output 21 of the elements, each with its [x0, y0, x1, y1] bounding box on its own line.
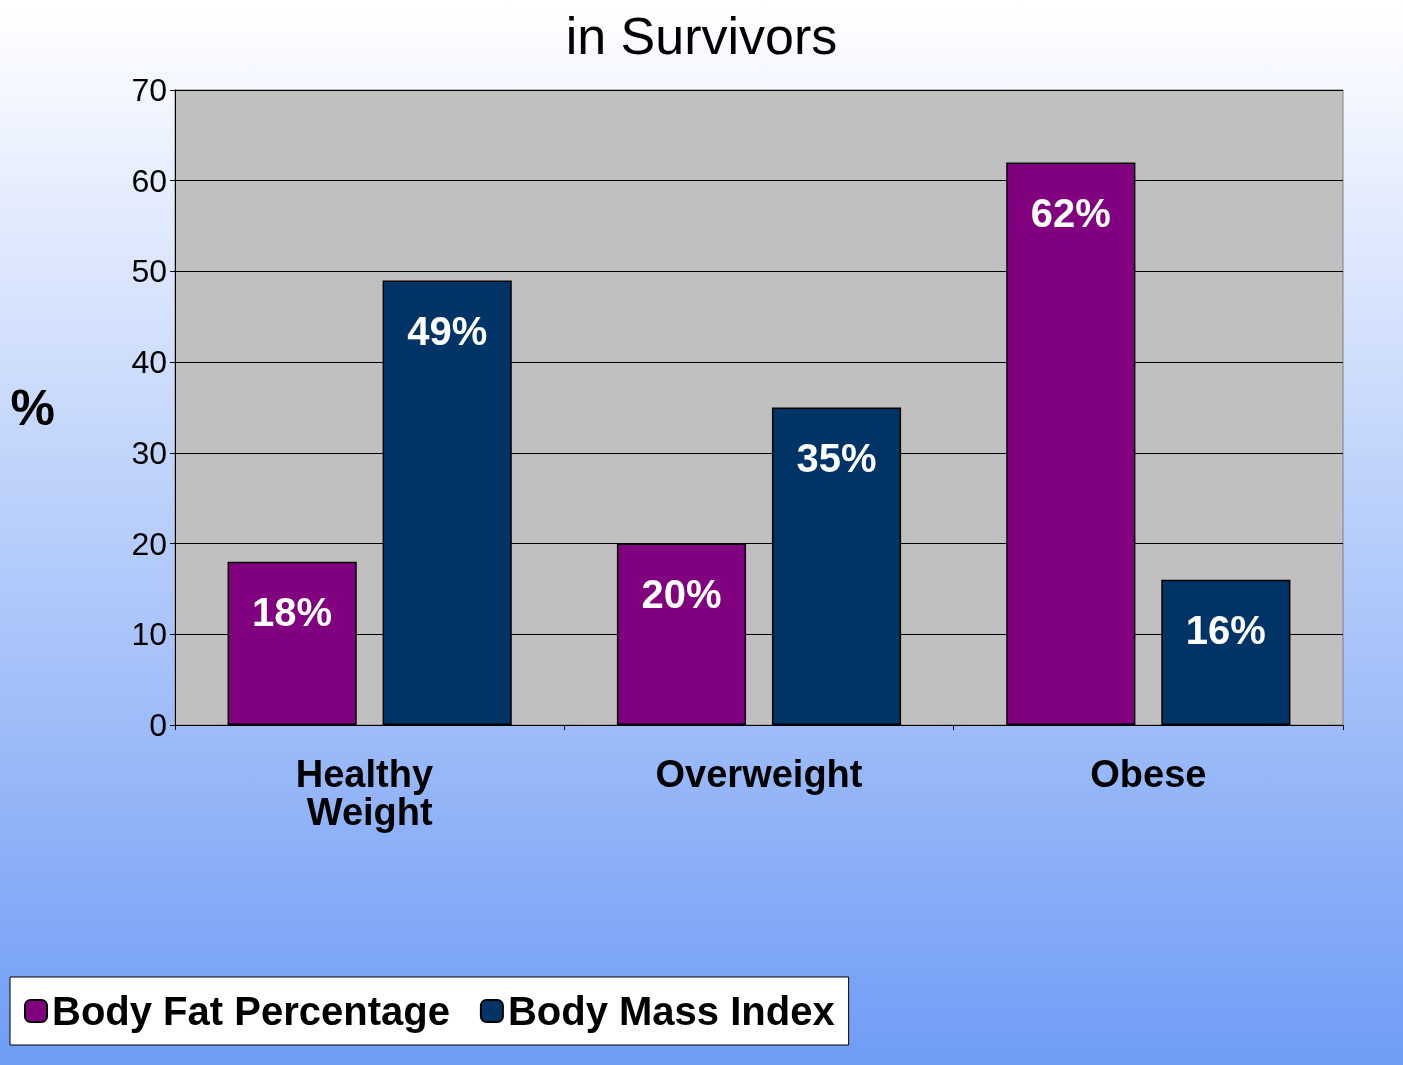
data-label: 49%	[407, 308, 488, 353]
chart-title: in Survivors	[565, 7, 838, 65]
data-label: 62%	[1030, 190, 1111, 235]
legend-label: Body Mass Index	[507, 989, 835, 1033]
y-tick-label: 20	[131, 525, 167, 562]
y-tick-label: 70	[131, 72, 167, 108]
x-tick-label: Healthy Weight	[295, 753, 444, 833]
x-tick-label: Obese	[1090, 753, 1207, 795]
y-tick-label: 40	[131, 344, 167, 381]
data-label: 20%	[641, 571, 722, 616]
y-tick-label: 0	[149, 707, 167, 743]
y-axis-title: %	[10, 379, 55, 436]
legend-label: Body Fat Percentage	[52, 989, 450, 1033]
data-label: 16%	[1185, 607, 1266, 652]
data-label: 35%	[796, 435, 877, 480]
data-label: 18%	[252, 589, 333, 634]
y-tick-label: 10	[131, 616, 167, 653]
y-tick-label: 30	[131, 434, 167, 471]
y-tick-label: 60	[131, 162, 167, 199]
y-tick-label: 50	[131, 253, 167, 290]
x-tick-label: Overweight	[655, 753, 863, 795]
